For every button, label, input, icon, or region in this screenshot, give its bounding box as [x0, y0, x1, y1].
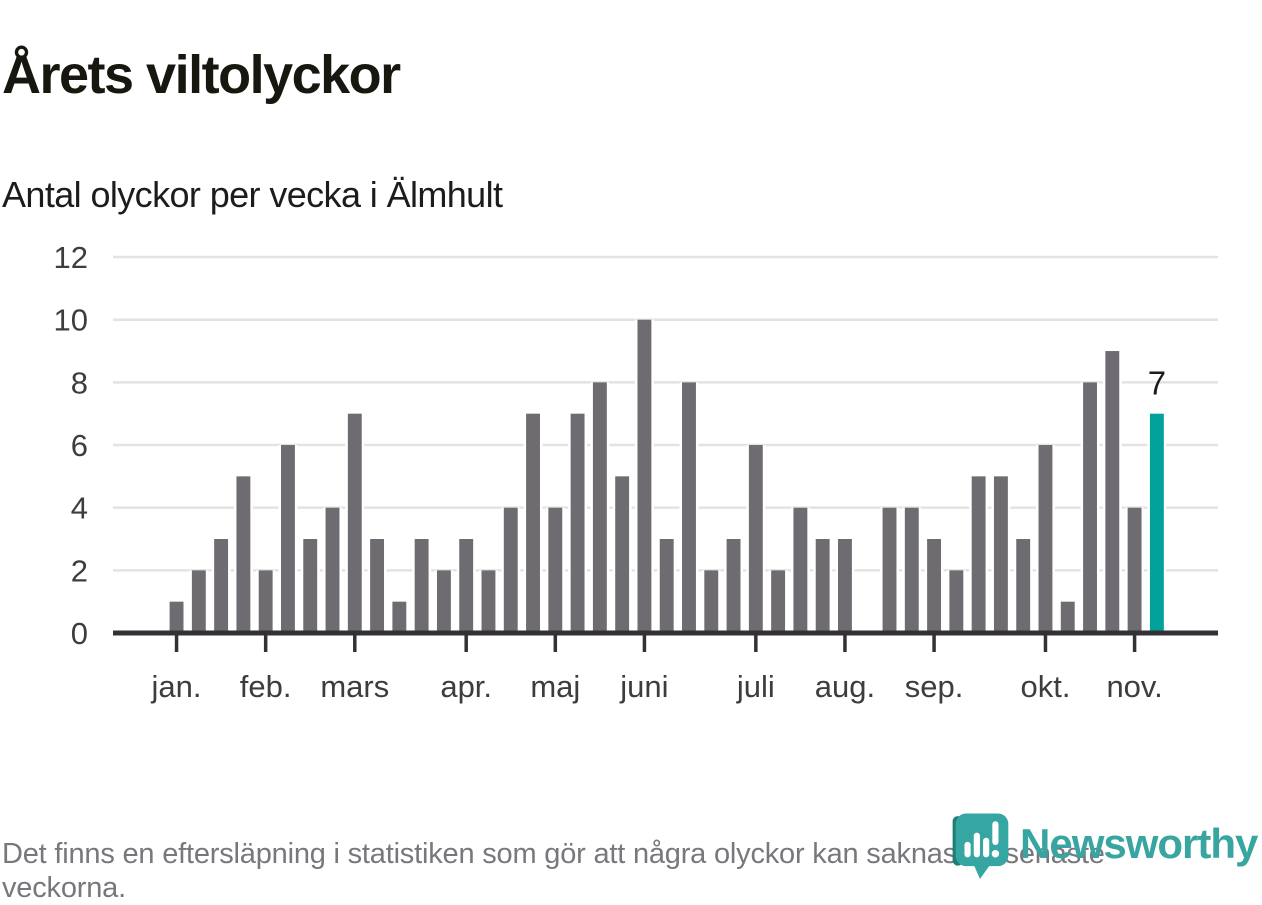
month-label: feb.: [240, 669, 292, 704]
bar: [838, 539, 852, 633]
bar-chart: jan. feb. mars apr. maj juni juli aug. sep. okt. n…: [54, 240, 1218, 704]
bar: [370, 539, 385, 633]
month-label: nov.: [1106, 669, 1162, 704]
newsworthy-logo: Newsworthy: [952, 813, 1258, 879]
logo-icon-minibar-2: [973, 832, 980, 858]
bar: [503, 507, 518, 633]
bar: [236, 476, 251, 633]
bar: [927, 539, 942, 633]
bar: [815, 539, 830, 633]
logo-icon-tail: [973, 864, 991, 879]
highlight-value-label: 7: [1148, 365, 1166, 402]
bar: [659, 539, 674, 633]
y-tick-label: 10: [54, 303, 88, 338]
bar: [592, 382, 607, 633]
bar: [1083, 382, 1097, 633]
bar: [347, 413, 362, 633]
bar: [436, 570, 451, 633]
bar: [169, 601, 184, 633]
bar: [325, 507, 340, 633]
month-label: sep.: [905, 669, 964, 704]
bar: [214, 539, 229, 633]
bar: [748, 445, 763, 633]
bar: [459, 539, 474, 633]
logo-icon-minibar-3: [983, 837, 990, 858]
logo-icon-minibar-1: [964, 841, 971, 858]
bar: [526, 413, 540, 633]
bar: [414, 539, 429, 633]
logo-wordmark: Newsworthy: [1020, 820, 1258, 867]
month-label: mars: [320, 669, 389, 704]
bar: [615, 476, 630, 633]
bar: [191, 570, 206, 633]
chart-subtitle: Antal olyckor per vecka i Älmhult: [2, 173, 503, 215]
bar: [1038, 445, 1053, 633]
bar: [481, 570, 496, 633]
month-label: aug.: [815, 669, 875, 704]
bar: [1127, 507, 1142, 633]
page-title: Årets viltolyckor: [2, 45, 401, 106]
bar: [949, 570, 964, 633]
bar-highlight: [1149, 413, 1164, 633]
bar: [1016, 539, 1031, 633]
bar: [1105, 351, 1120, 633]
bar: [793, 507, 808, 633]
bar: [704, 570, 719, 633]
bar: [771, 570, 786, 633]
bar: [682, 382, 696, 633]
y-tick-label: 2: [71, 553, 88, 588]
y-tick-label: 6: [71, 428, 88, 463]
month-label: juli: [736, 669, 775, 704]
bar: [637, 319, 652, 633]
bar: [882, 507, 897, 633]
logo-icon-exclamation-dot: [991, 850, 1000, 858]
logo-icon-bubble: [955, 813, 1009, 867]
bar: [904, 507, 919, 633]
y-tick-label: 8: [71, 365, 88, 400]
bar: [281, 445, 295, 633]
bar: [993, 476, 1008, 633]
y-tick-label: 0: [71, 616, 88, 651]
bar: [726, 539, 741, 633]
logo-icon-exclamation-bar: [992, 821, 999, 845]
month-label: apr.: [440, 669, 492, 704]
bar: [570, 413, 585, 633]
month-label: juni: [619, 669, 668, 704]
bar: [1060, 601, 1075, 633]
y-tick-label: 4: [71, 491, 88, 526]
month-label: okt.: [1020, 669, 1070, 704]
bar: [548, 507, 563, 633]
bar: [303, 539, 318, 633]
bar: [258, 570, 273, 633]
month-label: maj: [530, 669, 580, 704]
newsworthy-speech-bubble-chart-icon: [952, 813, 1009, 879]
y-tick-label: 12: [54, 240, 88, 275]
bar: [392, 601, 407, 633]
bar: [971, 476, 986, 633]
month-label: jan.: [151, 669, 202, 704]
